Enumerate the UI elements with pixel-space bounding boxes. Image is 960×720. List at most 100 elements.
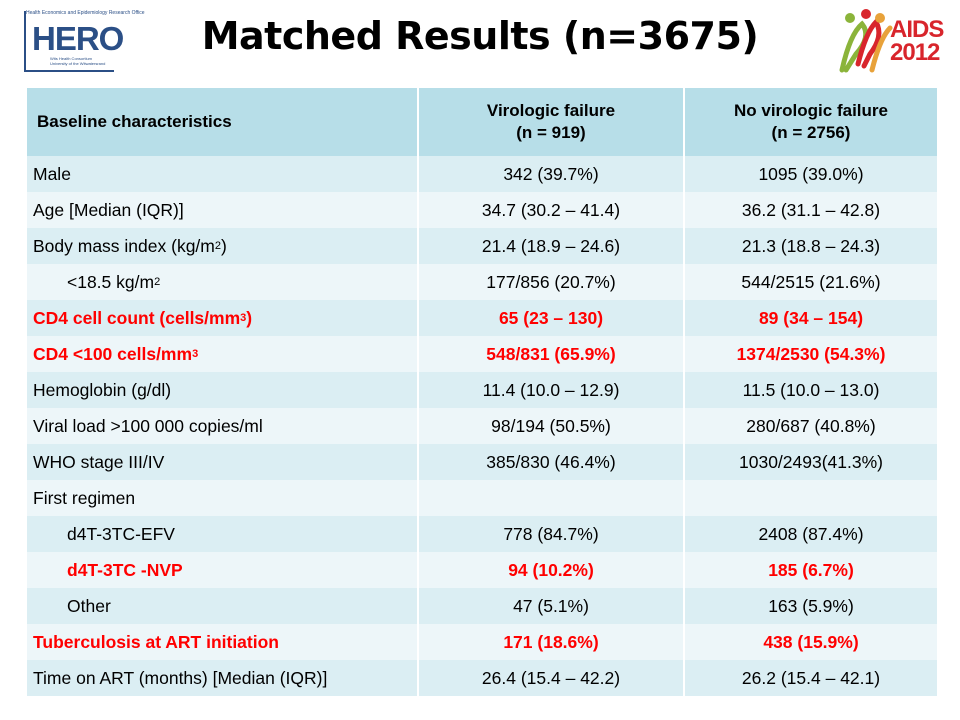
no-virologic-failure-value: 11.5 (10.0 – 13.0) xyxy=(683,372,937,408)
virologic-failure-value: 778 (84.7%) xyxy=(417,516,683,552)
no-virologic-failure-value: 544/2515 (21.6%) xyxy=(683,264,937,300)
no-virologic-failure-value: 1095 (39.0%) xyxy=(683,156,937,192)
row-label: WHO stage III/IV xyxy=(27,444,417,480)
no-virologic-failure-value: 36.2 (31.1 – 42.8) xyxy=(683,192,937,228)
row-label-tail: ) xyxy=(221,235,227,256)
row-label-text: Time on ART (months) [Median (IQR)] xyxy=(33,667,328,688)
table-row: Tuberculosis at ART initiation 171 (18.6%… xyxy=(27,624,937,660)
row-label-text: CD4 cell count (cells/mm xyxy=(33,307,241,328)
table-header-row: Baseline characteristics Virologic failu… xyxy=(27,88,937,156)
row-label-text: <18.5 kg/m xyxy=(67,271,155,292)
table-row: Time on ART (months) [Median (IQR)] 26.4 … xyxy=(27,660,937,696)
header-virologic-failure: Virologic failure (n = 919) xyxy=(417,88,683,156)
table-row: <18.5 kg/m 2 177/856 (20.7%) 544/2515 (21.6… xyxy=(27,264,937,300)
row-label: Time on ART (months) [Median (IQR)] xyxy=(27,660,417,696)
virologic-failure-value: 177/856 (20.7%) xyxy=(417,264,683,300)
header-nvf-title: No virologic failure xyxy=(734,101,888,120)
ribbon-people-icon xyxy=(839,9,893,73)
no-virologic-failure-value: 163 (5.9%) xyxy=(683,588,937,624)
header-vf-title: Virologic failure xyxy=(486,101,616,120)
row-label: <18.5 kg/m 2 xyxy=(67,271,161,292)
row-label: Age [Median (IQR)] xyxy=(27,192,417,228)
row-label: d4T-3TC -NVP xyxy=(27,552,417,588)
table-row: Viral load >100 000 copies/ml 98/194 (50.… xyxy=(27,408,937,444)
row-label: First regimen xyxy=(27,480,417,516)
row-label-text: d4T-3TC -NVP xyxy=(67,559,183,580)
row-label-text: Hemoglobin (g/dl) xyxy=(33,379,172,400)
table-row: Hemoglobin (g/dl) 11.4 (10.0 – 12.9) 11.5 … xyxy=(27,372,937,408)
row-label: Viral load >100 000 copies/ml xyxy=(27,408,417,444)
virologic-failure-value: 98/194 (50.5%) xyxy=(417,408,683,444)
header-nvf-n: (n = 2756) xyxy=(771,123,851,142)
row-label-text: CD4 <100 cells/mm xyxy=(33,343,193,364)
virologic-failure-value: 385/830 (46.4%) xyxy=(417,444,683,480)
table-row: CD4 cell count (cells/mm 3) 65 (23 – 130) 8… xyxy=(27,300,937,336)
table-row: Body mass index (kg/m 2) 21.4 (18.9 – 24.6… xyxy=(27,228,937,264)
row-label: Tuberculosis at ART initiation xyxy=(27,624,417,660)
baseline-table: Baseline characteristics Virologic failu… xyxy=(27,88,937,696)
no-virologic-failure-value: 185 (6.7%) xyxy=(683,552,937,588)
no-virologic-failure-value: 280/687 (40.8%) xyxy=(683,408,937,444)
virologic-failure-value: 94 (10.2%) xyxy=(417,552,683,588)
row-label-text: Tuberculosis at ART initiation xyxy=(33,631,279,652)
no-virologic-failure-value: 1374/2530 (54.3%) xyxy=(683,336,937,372)
virologic-failure-value: 34.7 (30.2 – 41.4) xyxy=(417,192,683,228)
aids-logo-line2: 2012 xyxy=(890,39,940,66)
hero-logo: Health Economics and Epidemiology Resear… xyxy=(22,8,145,76)
row-label-text: Viral load >100 000 copies/ml xyxy=(33,415,263,436)
row-label: Hemoglobin (g/dl) xyxy=(27,372,417,408)
table-row: WHO stage III/IV 385/830 (46.4%) 1030/2493… xyxy=(27,444,937,480)
row-label: Body mass index (kg/m 2) xyxy=(33,235,227,256)
virologic-failure-value: 21.4 (18.9 – 24.6) xyxy=(417,228,683,264)
logo-brand: HERO xyxy=(32,20,124,57)
row-label-text: d4T-3TC-EFV xyxy=(67,523,175,544)
aids-logo-line1: AIDS xyxy=(890,16,944,43)
no-virologic-failure-value xyxy=(683,480,937,516)
logo-tagline: Health Economics and Epidemiology Resear… xyxy=(26,10,145,16)
logo-subline: Wits Health Consortium University of the… xyxy=(50,56,105,66)
header-no-virologic-failure: No virologic failure (n = 2756) xyxy=(683,88,937,156)
table-row: Age [Median (IQR)] 34.7 (30.2 – 41.4) 36.2… xyxy=(27,192,937,228)
no-virologic-failure-value: 26.2 (15.4 – 42.1) xyxy=(683,660,937,696)
row-label: d4T-3TC-EFV xyxy=(27,516,417,552)
virologic-failure-value: 342 (39.7%) xyxy=(417,156,683,192)
no-virologic-failure-value: 89 (34 – 154) xyxy=(683,300,937,336)
virologic-failure-value: 548/831 (65.9%) xyxy=(417,336,683,372)
logo-subline-1: Wits Health Consortium xyxy=(50,56,93,61)
row-label-text: WHO stage III/IV xyxy=(33,451,165,472)
table-row: CD4 <100 cells/mm 3 548/831 (65.9%) 1374/25… xyxy=(27,336,937,372)
no-virologic-failure-value: 1030/2493(41.3%) xyxy=(683,444,937,480)
header-baseline: Baseline characteristics xyxy=(37,112,232,131)
no-virologic-failure-value: 2408 (87.4%) xyxy=(683,516,937,552)
table-row: Other 47 (5.1%) 163 (5.9%) xyxy=(27,588,937,624)
logo-underline xyxy=(24,70,114,72)
row-label: Male xyxy=(27,156,417,192)
row-label-text: Other xyxy=(67,595,111,616)
virologic-failure-value: 171 (18.6%) xyxy=(417,624,683,660)
virologic-failure-value: 47 (5.1%) xyxy=(417,588,683,624)
table-row: d4T-3TC-EFV 778 (84.7%) 2408 (87.4%) xyxy=(27,516,937,552)
row-label-text: Body mass index (kg/m xyxy=(33,235,215,256)
aids-2012-logo: AIDS 2012 xyxy=(836,4,948,84)
row-label: CD4 cell count (cells/mm 3) xyxy=(33,307,253,328)
table-body: Male 342 (39.7%) 1095 (39.0%) Age [Median (… xyxy=(27,156,937,696)
row-label-text: Age [Median (IQR)] xyxy=(33,199,184,220)
logo-bar xyxy=(24,11,26,71)
row-label: Other xyxy=(27,588,417,624)
logo-subline-2: University of the Witwatersrand xyxy=(50,61,106,66)
no-virologic-failure-value: 21.3 (18.8 – 24.3) xyxy=(683,228,937,264)
table-row: Male 342 (39.7%) 1095 (39.0%) xyxy=(27,156,937,192)
table-row: First regimen xyxy=(27,480,937,516)
aids-logo-text: AIDS 2012 xyxy=(890,16,944,66)
row-label: CD4 <100 cells/mm 3 xyxy=(33,343,199,364)
row-label-text: Male xyxy=(33,163,71,184)
no-virologic-failure-value: 438 (15.9%) xyxy=(683,624,937,660)
virologic-failure-value: 26.4 (15.4 – 42.2) xyxy=(417,660,683,696)
virologic-failure-value xyxy=(417,480,683,516)
table-row: d4T-3TC -NVP 94 (10.2%) 185 (6.7%) xyxy=(27,552,937,588)
header-vf-n: (n = 919) xyxy=(516,123,586,142)
row-label-tail: ) xyxy=(246,307,253,328)
page-title: Matched Results (n=3675) xyxy=(201,14,759,58)
row-label-text: First regimen xyxy=(33,487,136,508)
